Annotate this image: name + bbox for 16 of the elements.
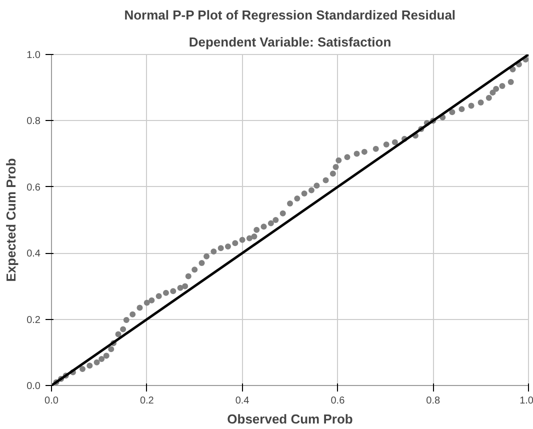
y-tick-label: 0.4 xyxy=(26,248,41,260)
x-tick-label: 0.0 xyxy=(44,396,59,406)
x-tick-label: 0.2 xyxy=(140,396,154,406)
x-tick-label: 0.4 xyxy=(235,396,250,406)
y-tick-label: 0.8 xyxy=(26,116,41,128)
y-axis-title: Expected Cum Prob xyxy=(4,158,19,282)
x-tick-label: 0.8 xyxy=(426,396,440,406)
x-tick-label: 1.0 xyxy=(520,396,533,406)
x-axis-title: Observed Cum Prob xyxy=(227,412,353,426)
y-tick-label: 0.2 xyxy=(26,314,41,326)
chart-title: Normal P-P Plot of Regression Standardized Residual xyxy=(124,8,456,22)
y-tick-label: 0.6 xyxy=(26,182,41,194)
x-tick-label: 0.6 xyxy=(330,396,346,406)
y-tick-label: 0.0 xyxy=(26,381,41,392)
chart-subtitle: Dependent Variable: Satisfaction xyxy=(188,34,392,50)
y-tick-label: 1.0 xyxy=(26,50,41,61)
